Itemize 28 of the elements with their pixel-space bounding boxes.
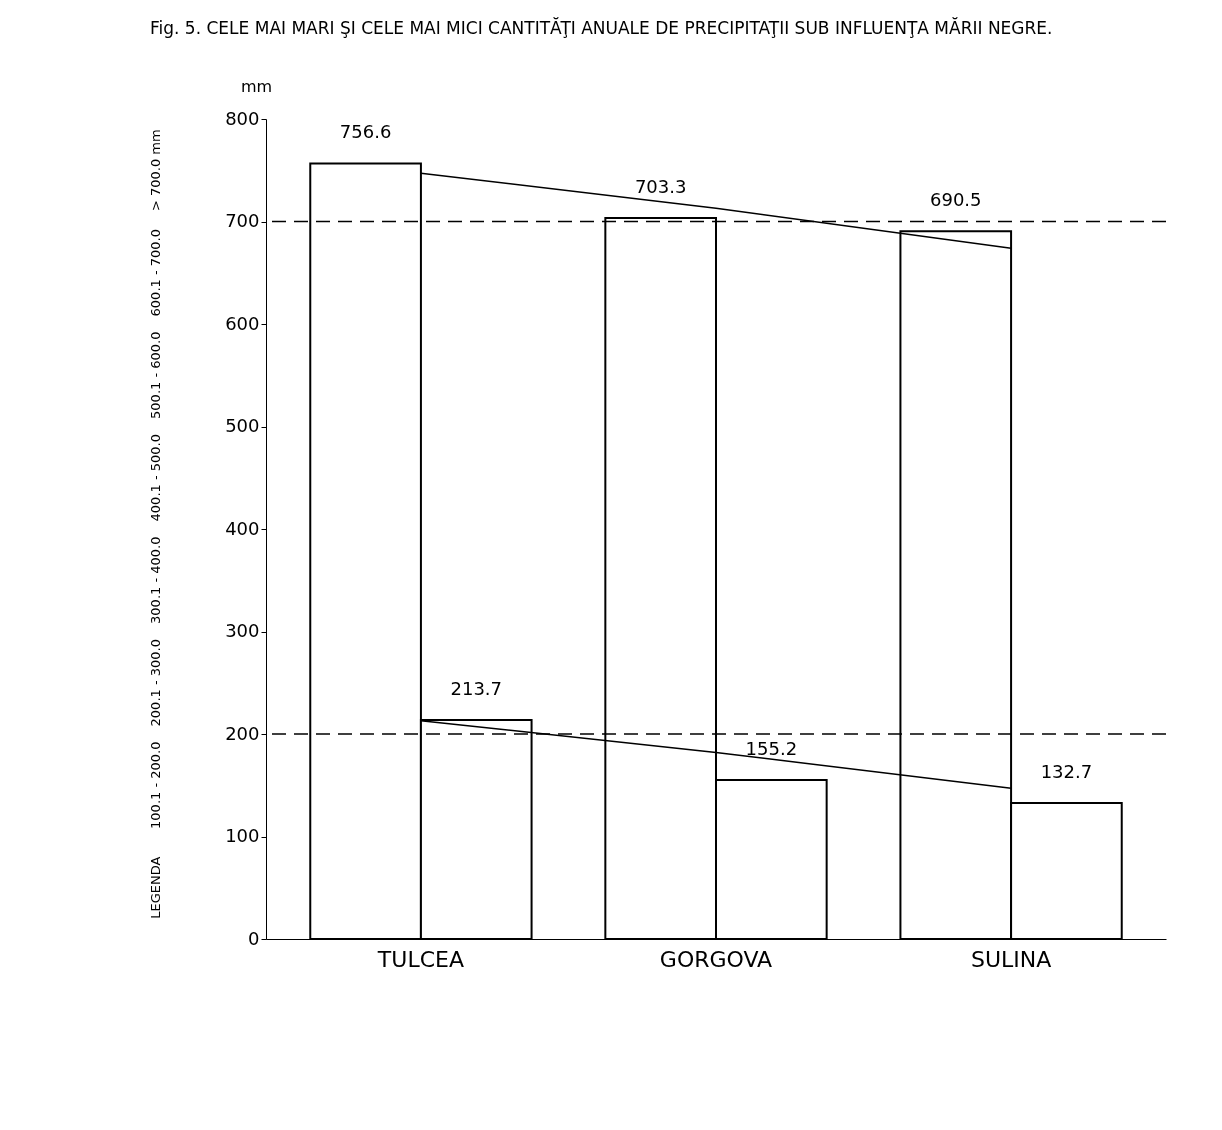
- y-tick-label: 400: [225, 517, 260, 539]
- text: LEGENDA: [148, 856, 163, 919]
- text: 500.1 - 600.0: [148, 331, 163, 419]
- data-label: 213.7: [450, 677, 503, 699]
- y-tick-label: 100: [225, 825, 260, 846]
- y-tick-label: 700: [225, 210, 260, 231]
- y-tick-label: 800: [225, 107, 260, 129]
- text: 100.1 - 200.0: [148, 741, 163, 829]
- data-label: 690.5: [929, 189, 982, 211]
- x-tick-label: TULCEA: [376, 946, 464, 972]
- y-tick-label: 500: [225, 415, 260, 436]
- text: 600.1 - 700.0: [148, 229, 163, 317]
- text: 300.1 - 400.0: [148, 536, 163, 624]
- data-label: 155.2: [745, 737, 798, 759]
- text: 400.1 - 500.0: [148, 434, 163, 522]
- text: > 700.0 mm: [148, 129, 163, 212]
- x-tick-label: SULINA: [970, 946, 1052, 972]
- x-tick-label: GORGOVA: [659, 946, 773, 972]
- data-label: 703.3: [634, 176, 687, 198]
- data-label: 756.6: [339, 121, 392, 143]
- y-axis-title: mm: [240, 76, 273, 96]
- y-tick-label: 600: [225, 312, 260, 334]
- text: 200.1 - 300.0: [148, 639, 163, 727]
- y-tick-label: 200: [225, 722, 260, 744]
- y-tick-label: 300: [225, 620, 260, 641]
- y-tick-label: 0: [248, 927, 260, 949]
- chart-title: Fig. 5. CELE MAI MARI ŞI CELE MAI MICI CANTITĂŢI ANUALE DE PRECIPITAŢII SUB INFLUENŢA MĂRII NEGRE.: [150, 17, 1053, 38]
- data-label: 132.7: [1040, 760, 1093, 782]
